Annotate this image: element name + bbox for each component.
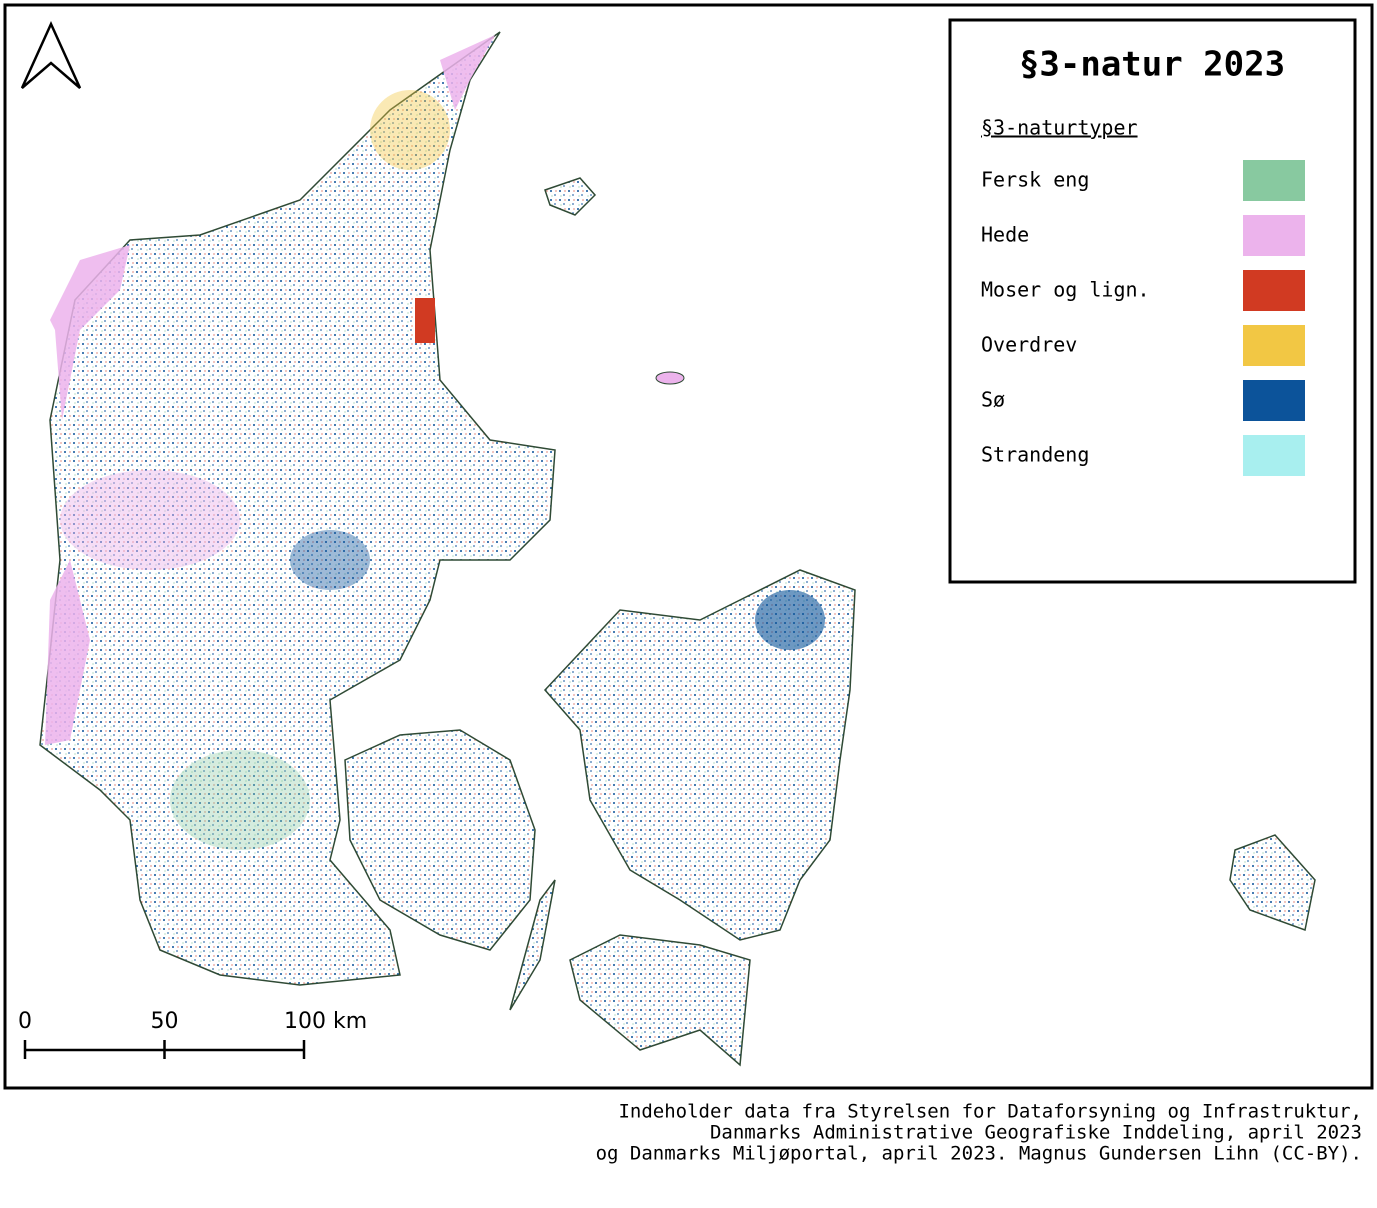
legend-label: Sø xyxy=(981,388,1005,412)
legend-swatch xyxy=(1243,270,1305,311)
zealand xyxy=(543,569,856,941)
credit-line: Danmarks Administrative Geografiske Indd… xyxy=(710,1122,1362,1144)
heath-patch xyxy=(50,245,130,420)
legend-label: Moser og lign. xyxy=(981,278,1150,302)
laeso xyxy=(544,177,597,216)
legend-label: Hede xyxy=(981,223,1029,247)
scale-label: 0 xyxy=(18,1009,32,1034)
legend-swatch xyxy=(1243,160,1305,201)
bog-patch xyxy=(415,298,435,343)
grass-patch xyxy=(370,90,450,170)
jutland xyxy=(39,31,556,986)
anholt xyxy=(655,371,685,385)
legend-label: Strandeng xyxy=(981,443,1089,467)
legend-label: Overdrev xyxy=(981,333,1077,357)
heath-patch xyxy=(440,35,495,110)
scale-label: 50 xyxy=(151,1009,179,1034)
lolland-falster xyxy=(569,934,751,1067)
credit-line: og Danmarks Miljøportal, april 2023. Mag… xyxy=(596,1143,1362,1165)
funen xyxy=(344,729,536,951)
legend-subtitle: §3-naturtyper xyxy=(981,116,1138,140)
legend-swatch xyxy=(1243,215,1305,256)
heath-patch xyxy=(60,470,240,570)
meadow-patch xyxy=(170,750,310,850)
north-arrow xyxy=(20,20,82,89)
scale-label: 100 km xyxy=(284,1009,367,1034)
legend-swatch xyxy=(1243,325,1305,366)
heath-patch xyxy=(45,560,90,745)
legend-label: Fersk eng xyxy=(981,168,1089,192)
langeland xyxy=(509,879,556,1011)
lake-patch xyxy=(290,530,370,590)
legend-title: §3-natur 2023 xyxy=(1019,45,1285,85)
lake-patch xyxy=(755,590,825,650)
legend-swatch xyxy=(1243,380,1305,421)
credit-line: Indeholder data fra Styrelsen for Datafo… xyxy=(618,1101,1362,1123)
legend-swatch xyxy=(1243,435,1305,476)
map-land xyxy=(39,31,1316,1067)
bornholm xyxy=(1229,834,1316,932)
